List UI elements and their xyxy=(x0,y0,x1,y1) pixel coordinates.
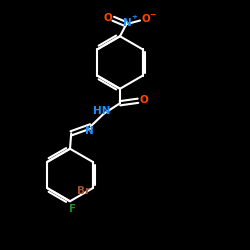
Text: O: O xyxy=(104,13,112,23)
Text: +: + xyxy=(131,14,137,20)
Text: Br: Br xyxy=(77,186,90,196)
Text: −: − xyxy=(149,10,156,20)
Text: O: O xyxy=(141,14,150,24)
Text: HN: HN xyxy=(92,106,110,116)
Text: F: F xyxy=(70,204,76,214)
Text: O: O xyxy=(140,95,148,105)
Text: N: N xyxy=(123,18,132,28)
Text: N: N xyxy=(85,126,94,136)
